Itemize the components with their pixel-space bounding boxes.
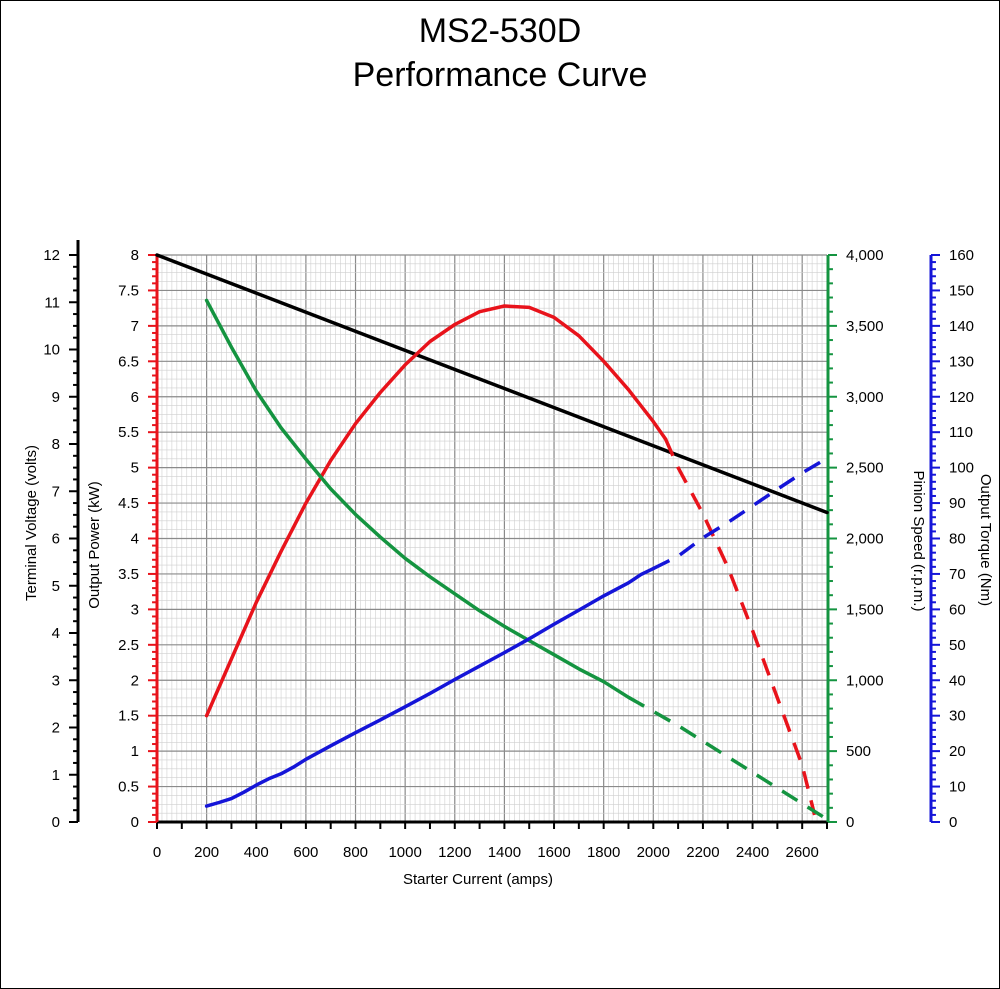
voltage-tick-label: 3 bbox=[52, 672, 60, 689]
torque-tick-label: 130 bbox=[949, 353, 974, 370]
speed-series-solid bbox=[204, 298, 631, 700]
torque-tick-label: 60 bbox=[949, 601, 966, 618]
x-tick-label: 2600 bbox=[785, 844, 818, 861]
x-tick-label: 2400 bbox=[736, 844, 769, 861]
power-tick-label: 1 bbox=[131, 743, 139, 760]
x-tick-label: 1000 bbox=[388, 844, 421, 861]
torque-tick-label: 140 bbox=[949, 318, 974, 335]
voltage-tick-label: 1 bbox=[52, 767, 60, 784]
power-tick-label: 0 bbox=[131, 814, 139, 831]
voltage-tick-label: 2 bbox=[52, 720, 60, 737]
torque-tick-label: 20 bbox=[949, 743, 966, 760]
x-tick-label: 600 bbox=[293, 844, 318, 861]
speed-tick-label: 0 bbox=[846, 814, 854, 831]
power-tick-label: 5 bbox=[131, 460, 139, 477]
voltage-tick-label: 7 bbox=[52, 483, 60, 500]
power-tick-label: 7 bbox=[131, 318, 139, 335]
torque-tick-label: 90 bbox=[949, 495, 966, 512]
power-series-dashed bbox=[664, 438, 817, 816]
power-tick-label: 4 bbox=[131, 531, 139, 548]
voltage-tick-label: 8 bbox=[52, 436, 60, 453]
x-tick-label: 1800 bbox=[587, 844, 620, 861]
torque-tick-label: 100 bbox=[949, 460, 974, 477]
voltage-tick-label: 4 bbox=[52, 625, 60, 642]
torque-tick-label: 30 bbox=[949, 708, 966, 725]
torque-tick-label: 40 bbox=[949, 672, 966, 689]
speed-tick-label: 2,500 bbox=[846, 460, 884, 477]
power-tick-label: 5.5 bbox=[118, 424, 139, 441]
power-tick-label: 6 bbox=[131, 389, 139, 406]
torque-tick-label: 120 bbox=[949, 389, 974, 406]
torque-tick-label: 150 bbox=[949, 282, 974, 299]
power-tick-label: 7.5 bbox=[118, 282, 139, 299]
power-tick-label: 1.5 bbox=[118, 708, 139, 725]
torque-tick-label: 160 bbox=[949, 247, 974, 264]
speed-tick-label: 1,500 bbox=[846, 601, 884, 618]
voltage-tick-label: 5 bbox=[52, 578, 60, 595]
voltage-tick-label: 0 bbox=[52, 814, 60, 831]
voltage-tick-label: 12 bbox=[43, 247, 60, 264]
voltage-tick-label: 6 bbox=[52, 531, 60, 548]
speed-tick-label: 1,000 bbox=[846, 672, 884, 689]
chart-title: MS2-530D bbox=[418, 12, 582, 50]
power-tick-label: 2.5 bbox=[118, 637, 139, 654]
x-tick-label: 800 bbox=[343, 844, 368, 861]
voltage-series-solid bbox=[155, 253, 829, 515]
power-tick-label: 2 bbox=[131, 672, 139, 689]
x-tick-label: 0 bbox=[153, 844, 161, 861]
speed-tick-label: 4,000 bbox=[846, 247, 884, 264]
voltage-tick-label: 9 bbox=[52, 389, 60, 406]
torque-tick-label: 110 bbox=[949, 424, 973, 441]
x-axis-label: Starter Current (amps) bbox=[403, 871, 553, 888]
power-tick-label: 0.5 bbox=[118, 779, 139, 796]
x-tick-label: 200 bbox=[194, 844, 219, 861]
voltage-tick-label: 11 bbox=[44, 294, 60, 311]
power-series-solid bbox=[204, 304, 668, 718]
torque-tick-label: 50 bbox=[949, 637, 966, 654]
chart-subtitle: Performance Curve bbox=[352, 56, 648, 94]
power-tick-label: 3.5 bbox=[118, 566, 139, 583]
torque-tick-label: 10 bbox=[949, 779, 966, 796]
voltage-tick-label: 10 bbox=[43, 342, 60, 359]
torque-tick-label: 70 bbox=[949, 566, 966, 583]
power-tick-label: 6.5 bbox=[118, 353, 139, 370]
power-tick-label: 4.5 bbox=[118, 495, 139, 512]
x-tick-label: 2200 bbox=[686, 844, 719, 861]
torque-series-dashed bbox=[652, 459, 823, 571]
speed-series-dashed bbox=[627, 695, 828, 821]
x-tick-label: 400 bbox=[244, 844, 269, 861]
x-tick-label: 2000 bbox=[637, 844, 670, 861]
grid bbox=[156, 254, 828, 823]
torque-series-solid bbox=[204, 566, 656, 808]
x-tick-label: 1400 bbox=[488, 844, 521, 861]
x-tick-label: 1200 bbox=[438, 844, 471, 861]
axes: 0 200 400 600 800 1000 1200 1400 1600 1800 2000 220… bbox=[43, 240, 974, 861]
speed-axis-label: Pinion Speed (r.p.m.) bbox=[910, 471, 927, 612]
torque-tick-label: 80 bbox=[949, 531, 966, 548]
power-tick-label: 3 bbox=[131, 601, 139, 618]
torque-axis-label: Output Torque (Nm) bbox=[977, 474, 994, 606]
power-tick-label: 8 bbox=[131, 247, 139, 264]
speed-tick-label: 3,500 bbox=[846, 318, 884, 335]
torque-tick-label: 0 bbox=[949, 814, 957, 831]
speed-tick-label: 2,000 bbox=[846, 531, 884, 548]
speed-tick-label: 500 bbox=[846, 743, 871, 760]
power-axis-label: Output Power (kW) bbox=[86, 481, 103, 609]
speed-tick-label: 3,000 bbox=[846, 389, 884, 406]
series-lines bbox=[155, 253, 829, 821]
x-tick-label: 1600 bbox=[537, 844, 570, 861]
voltage-axis-label: Terminal Voltage (volts) bbox=[23, 445, 40, 601]
